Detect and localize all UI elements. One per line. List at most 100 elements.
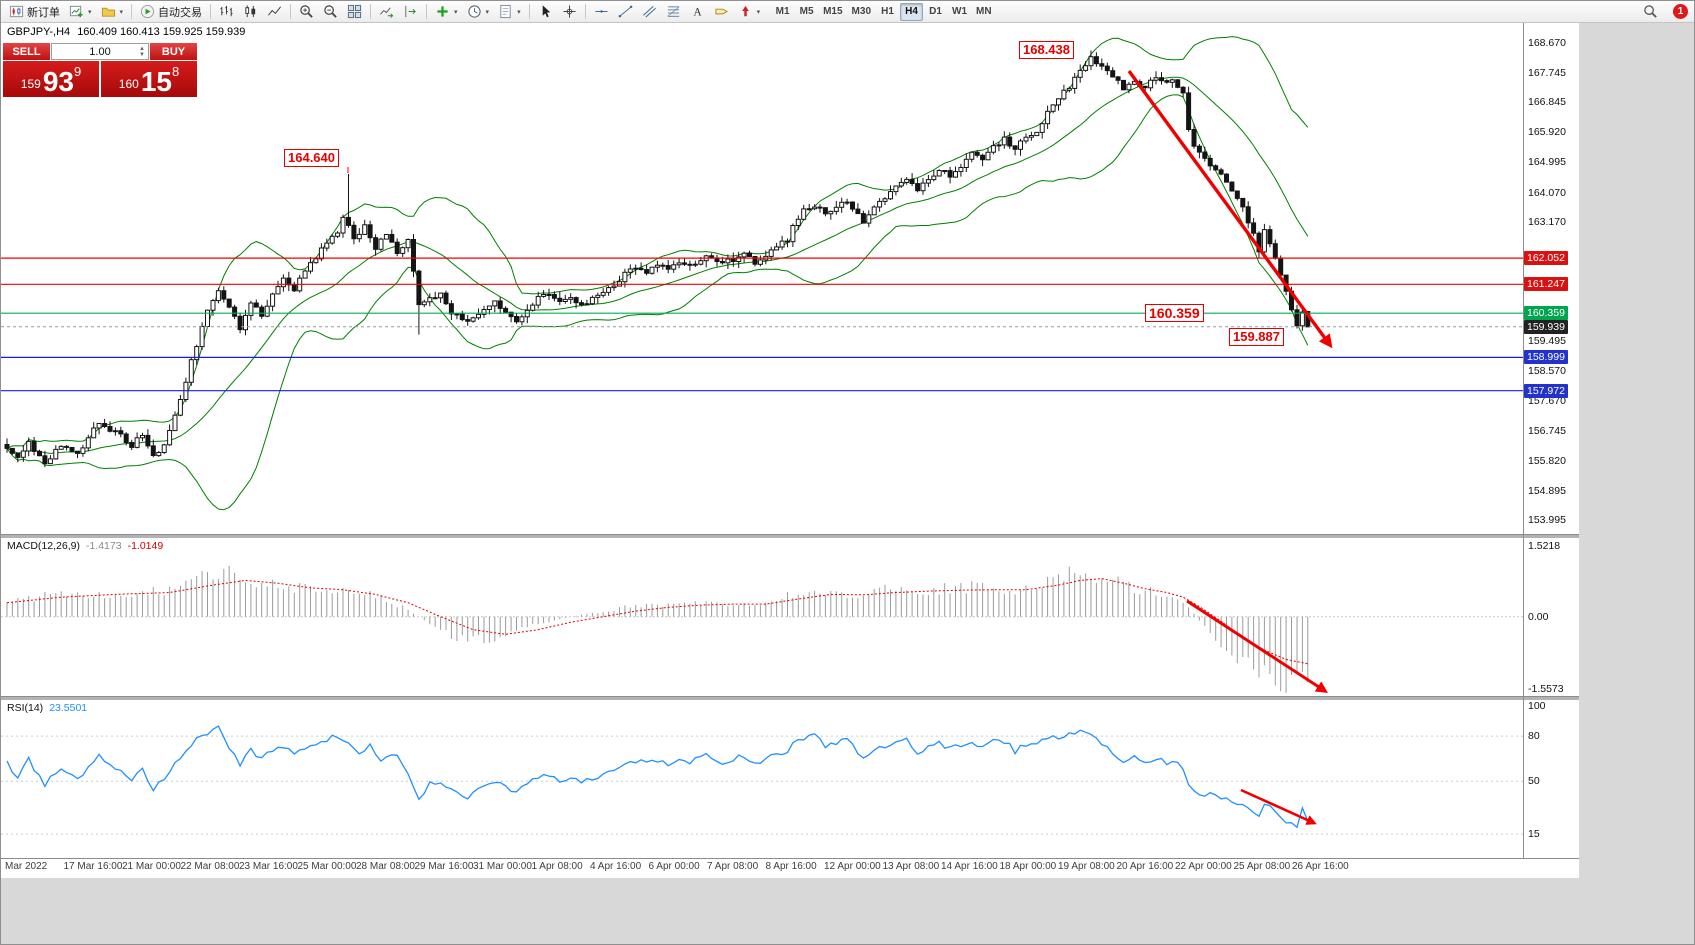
spin-up-icon[interactable]: ▲	[139, 45, 145, 52]
volume-stepper[interactable]: ▲ ▼	[137, 44, 147, 59]
macd-signal-value: -1.0149	[127, 540, 164, 552]
profiles-icon	[101, 7, 115, 17]
toolbar-separator	[131, 4, 133, 19]
macd-layer	[1, 565, 1523, 693]
macd-histogram	[6, 565, 1309, 693]
auto-trading-button[interactable]: 自动交易	[136, 2, 206, 21]
dropdown-caret-icon: ▾	[119, 8, 124, 16]
toolbar-separator	[584, 4, 586, 19]
candlestick-mode-button[interactable]	[239, 2, 262, 21]
chart-header: GBPJPY-,H4 160.409 160.413 159.925 159.9…	[7, 26, 245, 38]
zoom-in-button[interactable]	[295, 2, 318, 21]
buy-price-prefix: 160	[118, 77, 139, 91]
spin-down-icon[interactable]: ▼	[139, 51, 145, 58]
timeframe-button-M30[interactable]: M30	[851, 6, 871, 17]
sell-button[interactable]: SELL	[3, 43, 50, 60]
text-label-tool-button[interactable]	[710, 2, 733, 21]
bar-chart-mode-button[interactable]	[215, 2, 238, 21]
trendline-tool-button[interactable]	[614, 2, 637, 21]
chart-shift-button[interactable]	[399, 2, 422, 21]
sell-price-button[interactable]: 159 93 9	[3, 61, 99, 97]
timeframe-button-M5[interactable]: M5	[799, 6, 814, 17]
indicators-button[interactable]: ▾	[431, 2, 462, 21]
toolbar-separator	[370, 4, 372, 19]
dropdown-caret-icon: ▾	[756, 8, 761, 16]
buy-price-button[interactable]: 160 15 8	[101, 61, 197, 97]
templates-button[interactable]: ▾	[494, 2, 525, 21]
crosshair-tool-button[interactable]	[558, 2, 581, 21]
bollinger-middle-band	[6, 76, 1309, 454]
cursor-tool-button[interactable]	[534, 2, 557, 21]
timeframe-button-H1[interactable]: H1	[881, 6, 894, 17]
timeframe-button-D1[interactable]: D1	[929, 6, 942, 17]
buy-button[interactable]: BUY	[150, 43, 197, 60]
line-chart-mode-button[interactable]	[263, 2, 286, 21]
search-icon	[1644, 5, 1657, 18]
new-order-button[interactable]: 新订单	[5, 2, 64, 21]
toolbar-separator	[210, 4, 212, 19]
chart-symbol: GBPJPY-,H4	[7, 26, 71, 38]
buy-price-big: 15	[140, 66, 172, 97]
rsi-layer	[1, 725, 1523, 835]
horizontal-line-icon	[594, 10, 608, 13]
trend-arrow[interactable]	[1186, 599, 1329, 693]
auto-scroll-icon	[380, 7, 394, 18]
trend-arrow[interactable]	[1240, 788, 1317, 825]
periods-clock-icon	[467, 5, 481, 18]
templates-icon	[500, 4, 511, 19]
timeframe-toolbar: M1 M5 M15 M30 H1 H4 D1 W1 MN	[771, 2, 995, 21]
bar-chart-icon	[220, 5, 233, 17]
toolbar-separator	[528, 4, 530, 19]
zoom-out-button[interactable]	[319, 2, 342, 21]
text-label-icon	[714, 8, 728, 15]
toolbar-separator	[426, 4, 428, 19]
indicators-icon	[437, 6, 448, 17]
timeframe-button-MN[interactable]: MN	[976, 6, 992, 17]
volume-input[interactable]: 1.00 ▲ ▼	[51, 43, 149, 60]
auto-trading-label: 自动交易	[158, 6, 203, 19]
sell-price-prefix: 159	[20, 77, 41, 91]
macd-signal-line	[6, 578, 1308, 665]
macd-name: MACD(12,26,9)	[7, 540, 80, 552]
sell-price-pip: 9	[73, 64, 82, 79]
fibonacci-tool-button[interactable]	[662, 2, 685, 21]
new-chart-button[interactable]: ▾	[65, 2, 96, 21]
channel-tool-button[interactable]	[638, 2, 661, 21]
search-button[interactable]	[1639, 2, 1662, 21]
text-icon: A	[693, 6, 702, 18]
rsi-indicator-label: RSI(14) 23.5501	[7, 702, 87, 714]
profiles-button[interactable]: ▾	[97, 2, 128, 21]
candlestick-series	[4, 56, 1311, 465]
timeframe-button-W1[interactable]: W1	[952, 6, 967, 17]
tile-windows-icon	[347, 4, 362, 19]
sell-price-big: 93	[42, 66, 74, 97]
notification-badge[interactable]: 1	[1673, 4, 1688, 19]
arrows-tool-button[interactable]: ▾	[734, 2, 765, 21]
price-chart-canvas[interactable]	[1, 1, 1579, 878]
arrow-objects-icon	[741, 5, 749, 17]
rsi-line	[6, 725, 1309, 829]
periods-button[interactable]: ▾	[463, 2, 494, 21]
trendline-icon	[618, 5, 632, 18]
equidistant-channel-icon	[642, 5, 656, 18]
macd-main-value: -1.4173	[85, 540, 122, 552]
tile-windows-button[interactable]	[343, 2, 366, 21]
bollinger-lower-band	[6, 94, 1309, 511]
timeframe-button-H4[interactable]: H4	[900, 2, 923, 21]
auto-scroll-button[interactable]	[375, 2, 398, 21]
dropdown-caret-icon: ▾	[88, 8, 92, 16]
line-chart-icon	[268, 6, 281, 16]
trend-arrow[interactable]	[1127, 69, 1333, 349]
zoom-out-icon	[324, 5, 337, 18]
horizontal-line-tool-button[interactable]	[590, 2, 613, 21]
dropdown-caret-icon: ▾	[454, 8, 458, 16]
timeframe-button-M1[interactable]: M1	[775, 6, 790, 17]
cursor-icon	[542, 5, 550, 18]
text-tool-button[interactable]: A	[686, 2, 709, 21]
rsi-value: 23.5501	[49, 702, 88, 714]
timeframe-button-M15[interactable]: M15	[823, 6, 843, 17]
svg-text:A: A	[693, 6, 702, 18]
new-order-label: 新订单	[27, 6, 60, 19]
